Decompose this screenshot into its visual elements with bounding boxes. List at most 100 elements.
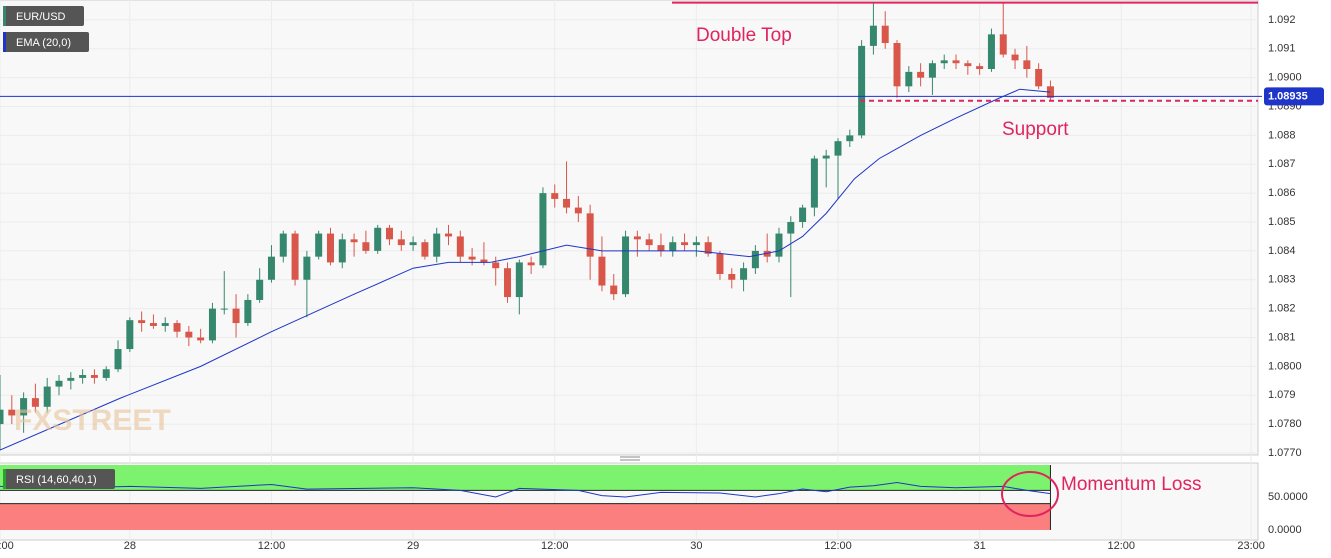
candle-body	[787, 222, 795, 234]
candle-body	[846, 135, 854, 142]
candle-body	[504, 268, 512, 298]
candle-body	[610, 285, 618, 295]
candle-body	[858, 45, 866, 136]
candle-body	[90, 375, 98, 378]
annotation: Double Top	[696, 25, 792, 46]
candle-body	[362, 242, 370, 251]
y-tick-label: 1.091	[1268, 43, 1296, 55]
candle-body	[480, 259, 488, 263]
legend-box	[3, 32, 89, 52]
y-tick-label: 1.0800	[1268, 360, 1302, 372]
candle-body	[267, 256, 275, 280]
legend: EUR/USD EMA (20,0) RSI (14,60,40,1)	[3, 6, 115, 489]
y-tick-label: 50.0000	[1268, 491, 1308, 503]
candle-body	[138, 320, 146, 324]
candle-body	[527, 262, 535, 266]
y-tick-label: 1.0780	[1268, 418, 1302, 430]
x-tick-label: 12:00	[1108, 540, 1136, 552]
upper-zone	[0, 465, 1051, 491]
legend-label: EUR/USD	[16, 11, 66, 23]
candle-body	[374, 227, 382, 251]
x-tick-label: 13:00	[0, 540, 14, 552]
candle-body	[315, 233, 323, 257]
ema-line	[0, 88, 1051, 451]
candle-body	[31, 398, 39, 407]
x-tick-label: 28	[124, 540, 136, 552]
candle-body	[8, 409, 16, 416]
y-tick-label: 1.086	[1268, 187, 1296, 199]
candle-body	[869, 25, 877, 46]
y-tick-label: 0.0000	[1268, 524, 1302, 536]
y-tick-label: 1.087	[1268, 158, 1296, 170]
candle-body	[952, 60, 960, 64]
candle-body	[149, 323, 157, 326]
legend-box	[3, 6, 84, 26]
x-tick-label: 12:00	[824, 540, 852, 552]
candle-body	[492, 262, 500, 269]
candle-body	[55, 380, 63, 387]
candle-body	[539, 193, 547, 266]
x-tick-label: 12:00	[258, 540, 286, 552]
candle-body	[834, 141, 842, 156]
panel-handle	[620, 456, 640, 461]
candle-body	[563, 198, 571, 208]
x-tick-label: 12:00	[541, 540, 569, 552]
candle-body	[326, 233, 334, 263]
candle-body	[633, 236, 641, 240]
candle-body	[0, 409, 4, 425]
candle-body	[291, 233, 299, 280]
y-tick-label: 1.081	[1268, 331, 1296, 343]
y-tick-label: 1.082	[1268, 303, 1296, 315]
candle-body	[79, 375, 87, 378]
candle-body	[67, 377, 75, 381]
candle-body	[551, 193, 559, 199]
y-tick-label: 1.079	[1268, 389, 1296, 401]
candle-body	[102, 369, 110, 378]
candle-body	[385, 227, 393, 240]
candle-body	[338, 239, 346, 263]
candle-body	[421, 242, 429, 257]
candle-body	[716, 253, 724, 274]
candle-body	[622, 236, 630, 295]
grid: 1.0770 1.0780 1.079 1.0800 1.081 1.082 1.083 1.…	[0, 0, 1308, 552]
candle-body	[197, 337, 205, 341]
candle-body	[893, 43, 901, 87]
candle-body	[928, 63, 936, 78]
candle-body	[161, 323, 169, 326]
lower-zone	[0, 503, 1051, 530]
candle-body	[940, 60, 948, 64]
candle-body	[740, 268, 748, 280]
y-tick-label: 1.092	[1268, 14, 1296, 26]
candle-body	[409, 242, 417, 246]
candle-body	[303, 256, 311, 280]
candle-body	[515, 262, 523, 298]
candle-body	[220, 308, 228, 310]
candle-body	[185, 331, 193, 338]
candle-body	[126, 320, 134, 350]
legend-swatch	[3, 469, 6, 489]
candle-body	[704, 242, 712, 254]
annotation: Support	[1002, 119, 1069, 140]
x-tick-label: 31	[974, 540, 986, 552]
x-tick-label: 30	[690, 540, 702, 552]
candle-body	[574, 207, 582, 214]
candle-body	[1023, 60, 1031, 70]
candle-body	[456, 236, 464, 257]
candle-body	[692, 242, 700, 246]
candle-body	[775, 233, 783, 257]
candle-body	[232, 308, 240, 324]
candle-body	[999, 34, 1007, 55]
y-tick-label: 1.088	[1268, 129, 1296, 141]
candle-body	[669, 242, 677, 251]
legend-swatch	[3, 6, 6, 26]
watermark: FXSTREET	[14, 404, 171, 437]
candle-body	[657, 245, 665, 251]
candle-body	[397, 239, 405, 246]
candle-body	[763, 250, 771, 257]
rsi-line	[0, 481, 1051, 498]
last-price-label: 1.08935	[1268, 90, 1308, 102]
y-tick-label: 1.084	[1268, 245, 1296, 257]
x-tick-label: 23:00	[1237, 540, 1265, 552]
y-tick-label: 1.085	[1268, 216, 1296, 228]
